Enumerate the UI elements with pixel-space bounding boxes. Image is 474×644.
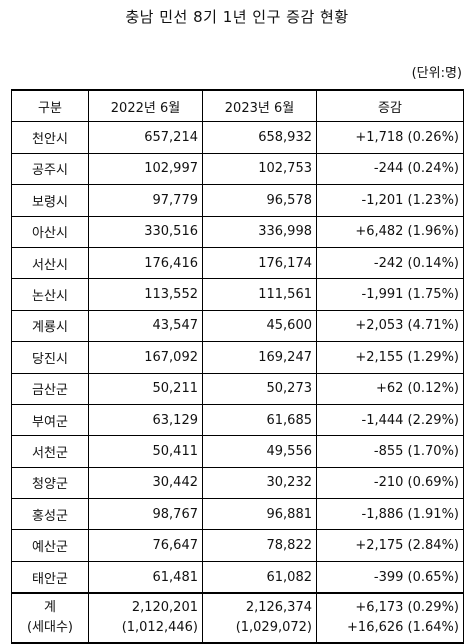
- unit-label: (단위:명): [411, 66, 462, 81]
- row-change: -244 (0.24%): [316, 152, 464, 186]
- row-change: -1,201 (1.23%): [316, 184, 464, 217]
- row-2022: 102,997: [88, 152, 203, 186]
- row-2023: 49,556: [202, 435, 317, 468]
- total-2023-population: 2,126,374: [245, 600, 312, 616]
- row-region: 보령시: [11, 184, 89, 217]
- row-2022: 61,481: [88, 560, 203, 594]
- row-2022: 657,214: [88, 121, 203, 154]
- header-2022: 2022년 6월: [88, 89, 203, 123]
- total-2022: 2,120,201 (1,012,446): [88, 592, 203, 644]
- row-region: 계룡시: [11, 309, 89, 343]
- table-row: 태안군 61,481 61,082 -399 (0.65%): [11, 560, 464, 594]
- header-region: 구분: [11, 89, 89, 123]
- row-region: 당진시: [11, 341, 89, 374]
- row-2023: 61,685: [202, 403, 317, 437]
- row-2022: 98,767: [88, 498, 203, 531]
- row-region: 예산군: [11, 529, 89, 562]
- row-region: 서산시: [11, 246, 89, 280]
- table-row: 청양군 30,442 30,232 -210 (0.69%): [11, 466, 464, 500]
- row-2022: 167,092: [88, 341, 203, 374]
- row-region: 논산시: [11, 278, 89, 311]
- table-row: 공주시 102,997 102,753 -244 (0.24%): [11, 152, 464, 186]
- row-change: +2,175 (2.84%): [316, 529, 464, 562]
- row-2023: 102,753: [202, 152, 317, 186]
- table-row: 보령시 97,779 96,578 -1,201 (1.23%): [11, 184, 464, 217]
- row-2022: 50,211: [88, 372, 203, 405]
- total-change-households: +16,626 (1.64%): [347, 620, 459, 636]
- row-region: 공주시: [11, 152, 89, 186]
- total-2023-households: (1,029,072): [235, 620, 312, 636]
- row-2023: 336,998: [202, 215, 317, 248]
- row-region: 아산시: [11, 215, 89, 248]
- row-change: -242 (0.14%): [316, 246, 464, 280]
- row-change: -1,991 (1.75%): [316, 278, 464, 311]
- row-2022: 330,516: [88, 215, 203, 248]
- row-2023: 658,932: [202, 121, 317, 154]
- table-row: 천안시 657,214 658,932 +1,718 (0.26%): [11, 121, 464, 154]
- row-2023: 96,578: [202, 184, 317, 217]
- row-change: -210 (0.69%): [316, 466, 464, 500]
- row-region: 부여군: [11, 403, 89, 437]
- row-2022: 63,129: [88, 403, 203, 437]
- table-row: 부여군 63,129 61,685 -1,444 (2.29%): [11, 403, 464, 437]
- row-2022: 97,779: [88, 184, 203, 217]
- total-2023: 2,126,374 (1,029,072): [202, 592, 317, 644]
- row-2023: 176,174: [202, 246, 317, 280]
- row-2023: 30,232: [202, 466, 317, 500]
- row-change: +2,155 (1.29%): [316, 341, 464, 374]
- row-change: +62 (0.12%): [316, 372, 464, 405]
- total-2022-population: 2,120,201: [131, 600, 198, 616]
- table-row: 서천군 50,411 49,556 -855 (1.70%): [11, 435, 464, 468]
- row-2023: 78,822: [202, 529, 317, 562]
- row-change: -399 (0.65%): [316, 560, 464, 594]
- row-2022: 76,647: [88, 529, 203, 562]
- row-region: 홍성군: [11, 498, 89, 531]
- row-change: +2,053 (4.71%): [316, 309, 464, 343]
- total-change: +6,173 (0.29%) +16,626 (1.64%): [316, 592, 464, 644]
- page-title: 충남 민선 8기 1년 인구 증감 현황: [125, 8, 349, 26]
- table-row: 금산군 50,211 50,273 +62 (0.12%): [11, 372, 464, 405]
- row-2023: 111,561: [202, 278, 317, 311]
- row-change: -1,886 (1.91%): [316, 498, 464, 531]
- total-change-population: +6,173 (0.29%): [355, 600, 459, 616]
- row-region: 서천군: [11, 435, 89, 468]
- table-row: 아산시 330,516 336,998 +6,482 (1.96%): [11, 215, 464, 248]
- row-change: +1,718 (0.26%): [316, 121, 464, 154]
- table-row: 당진시 167,092 169,247 +2,155 (1.29%): [11, 341, 464, 374]
- row-2023: 96,881: [202, 498, 317, 531]
- total-2022-households: (1,012,446): [121, 620, 198, 636]
- total-row: 계 (세대수) 2,120,201 (1,012,446) 2,126,374 …: [11, 592, 464, 644]
- households-label: (세대수): [26, 620, 74, 636]
- row-region: 태안군: [11, 560, 89, 594]
- total-region: 계 (세대수): [11, 592, 89, 644]
- row-2022: 43,547: [88, 309, 203, 343]
- row-2022: 176,416: [88, 246, 203, 280]
- table-row: 계룡시 43,547 45,600 +2,053 (4.71%): [11, 309, 464, 343]
- total-label: 계: [44, 600, 56, 616]
- row-2023: 50,273: [202, 372, 317, 405]
- table-row: 논산시 113,552 111,561 -1,991 (1.75%): [11, 278, 464, 311]
- table-row: 홍성군 98,767 96,881 -1,886 (1.91%): [11, 498, 464, 531]
- population-table: 구분 2022년 6월 2023년 6월 증감 천안시 657,214 658,93…: [11, 89, 464, 644]
- row-2023: 45,600: [202, 309, 317, 343]
- row-2023: 169,247: [202, 341, 317, 374]
- header-change: 증감: [316, 89, 464, 123]
- row-region: 청양군: [11, 466, 89, 500]
- header-2023: 2023년 6월: [202, 89, 317, 123]
- row-change: -855 (1.70%): [316, 435, 464, 468]
- row-2022: 30,442: [88, 466, 203, 500]
- row-change: -1,444 (2.29%): [316, 403, 464, 437]
- table-row: 서산시 176,416 176,174 -242 (0.14%): [11, 246, 464, 280]
- row-region: 금산군: [11, 372, 89, 405]
- row-2022: 50,411: [88, 435, 203, 468]
- row-region: 천안시: [11, 121, 89, 154]
- table-row: 예산군 76,647 78,822 +2,175 (2.84%): [11, 529, 464, 562]
- row-change: +6,482 (1.96%): [316, 215, 464, 248]
- row-2023: 61,082: [202, 560, 317, 594]
- row-2022: 113,552: [88, 278, 203, 311]
